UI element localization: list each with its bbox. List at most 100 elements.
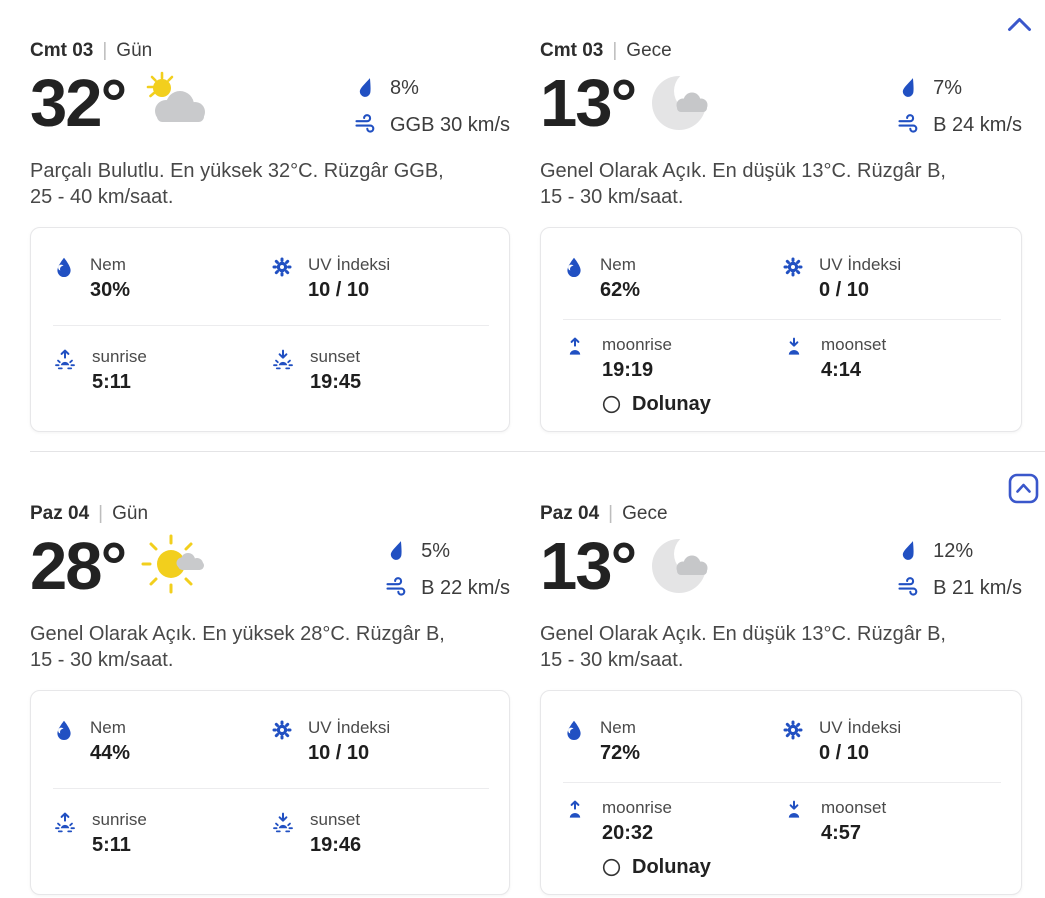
panel-date: Paz 04 bbox=[30, 502, 90, 524]
wind-stat: GGB 30 km/s bbox=[354, 112, 510, 140]
forecast-panel-night: Cmt 03 | Gece 13° bbox=[540, 0, 1022, 432]
sunset-label: sunset bbox=[310, 809, 361, 829]
panel-heading: Cmt 03 | Gün bbox=[30, 40, 510, 63]
moonrise-label: moonrise bbox=[602, 797, 672, 817]
temperature-value: 32° bbox=[30, 65, 127, 141]
precipitation-value: 12% bbox=[933, 540, 974, 563]
moon-phase: Dolunay bbox=[602, 856, 711, 879]
moonrise-value: 19:19 bbox=[602, 359, 654, 382]
uv-value: 0 / 10 bbox=[819, 279, 870, 302]
sunset-value: 19:45 bbox=[310, 371, 362, 394]
section-divider bbox=[30, 450, 1045, 452]
uv-index-icon bbox=[782, 256, 804, 278]
sunrise-cell: sunrise 5:11 bbox=[53, 809, 271, 857]
card-divider bbox=[53, 787, 489, 789]
moonrise-icon bbox=[563, 799, 587, 823]
panel-heading: Paz 04 | Gece bbox=[540, 503, 1022, 526]
forecast-section-paz04: Paz 04 | Gün 28° bbox=[0, 452, 1045, 895]
precipitation-stat: 5% bbox=[385, 538, 510, 566]
wind-icon bbox=[385, 575, 407, 603]
panel-period: Gün bbox=[116, 40, 153, 61]
moonrise-cell: moonrise 20:32 Dolunay bbox=[563, 797, 782, 879]
details-card: Nem 44% UV İndeksi 10 / 10 sunrise 5:11 bbox=[30, 689, 510, 895]
precipitation-icon bbox=[897, 538, 919, 566]
precipitation-stat: 7% bbox=[897, 75, 1022, 103]
wind-icon bbox=[897, 575, 919, 603]
temperature-value: 13° bbox=[540, 65, 637, 141]
sunrise-value: 5:11 bbox=[92, 834, 131, 857]
forecast-summary: Genel Olarak Açık. En düşük 13°C. Rüzgâr… bbox=[540, 622, 946, 671]
panel-period: Gece bbox=[622, 502, 668, 524]
heading-separator: | bbox=[98, 502, 104, 524]
chevron-up-icon bbox=[1007, 18, 1032, 36]
humidity-cell: Nem 62% bbox=[563, 254, 782, 302]
moonrise-icon bbox=[563, 336, 587, 360]
humidity-label: Nem bbox=[90, 254, 126, 274]
card-divider bbox=[563, 781, 1001, 783]
wind-stat: B 21 km/s bbox=[897, 575, 1022, 603]
temperature-value: 13° bbox=[540, 528, 637, 604]
panel-period: Gün bbox=[112, 502, 149, 524]
sunset-label: sunset bbox=[310, 347, 361, 367]
panel-date: Cmt 03 bbox=[540, 40, 604, 61]
sunrise-cell: sunrise 5:11 bbox=[53, 346, 271, 394]
precipitation-value: 5% bbox=[421, 540, 450, 563]
uv-value: 0 / 10 bbox=[819, 741, 870, 764]
night-cloudy-icon bbox=[645, 532, 723, 598]
precipitation-icon bbox=[385, 538, 407, 566]
panel-heading: Cmt 03 | Gece bbox=[540, 40, 1022, 63]
collapse-section-button[interactable] bbox=[1008, 473, 1039, 504]
humidity-value: 30% bbox=[90, 279, 131, 302]
panel-date: Paz 04 bbox=[540, 502, 600, 524]
moon-phase: Dolunay bbox=[602, 393, 711, 416]
humidity-label: Nem bbox=[90, 717, 126, 737]
uv-value: 10 / 10 bbox=[308, 741, 370, 764]
sunset-cell: sunset 19:45 bbox=[271, 346, 489, 394]
moonset-value: 4:14 bbox=[821, 359, 862, 382]
sunrise-icon bbox=[53, 811, 77, 835]
collapse-section-button[interactable] bbox=[1007, 16, 1032, 33]
humidity-icon bbox=[563, 256, 585, 278]
moonrise-label: moonrise bbox=[602, 335, 672, 355]
wind-icon bbox=[897, 112, 919, 140]
humidity-value: 72% bbox=[600, 741, 641, 764]
sunrise-value: 5:11 bbox=[92, 371, 131, 394]
humidity-icon bbox=[53, 719, 75, 741]
details-card: Nem 30% UV İndeksi 10 / 10 sunrise 5:11 bbox=[30, 226, 510, 432]
sunrise-icon bbox=[53, 348, 77, 372]
forecast-panel-night: Paz 04 | Gece 13° bbox=[540, 452, 1022, 895]
uv-cell: UV İndeksi 0 / 10 bbox=[782, 717, 1001, 765]
temperature-value: 28° bbox=[30, 528, 127, 604]
uv-value: 10 / 10 bbox=[308, 279, 370, 302]
night-cloudy-icon bbox=[645, 69, 723, 135]
mostly-sunny-icon bbox=[135, 532, 217, 598]
wind-icon bbox=[354, 112, 376, 140]
wind-stat: B 22 km/s bbox=[385, 575, 510, 603]
forecast-section-cmt03: Cmt 03 | Gün 32° bbox=[30, 0, 1045, 452]
moonset-label: moonset bbox=[821, 797, 887, 817]
moonrise-value: 20:32 bbox=[602, 822, 654, 845]
details-card: Nem 62% UV İndeksi 0 / 10 moonrise 19:19 bbox=[540, 226, 1022, 432]
humidity-icon bbox=[53, 256, 75, 278]
uv-label: UV İndeksi bbox=[819, 254, 902, 274]
moonset-value: 4:57 bbox=[821, 822, 862, 845]
wind-value: GGB 30 km/s bbox=[389, 114, 510, 137]
details-card: Nem 72% UV İndeksi 0 / 10 moonrise 20:32 bbox=[540, 689, 1022, 895]
uv-cell: UV İndeksi 0 / 10 bbox=[782, 254, 1001, 302]
uv-label: UV İndeksi bbox=[308, 254, 391, 274]
precipitation-value: 8% bbox=[389, 77, 419, 100]
full-moon-icon bbox=[602, 858, 621, 877]
partly-cloudy-day-icon bbox=[135, 69, 217, 133]
uv-label: UV İndeksi bbox=[819, 717, 902, 737]
chevron-up-boxed-icon bbox=[1008, 473, 1039, 507]
sunset-icon bbox=[271, 348, 295, 372]
wind-stat: B 24 km/s bbox=[897, 112, 1022, 140]
precipitation-stat: 8% bbox=[354, 75, 510, 103]
uv-cell: UV İndeksi 10 / 10 bbox=[271, 254, 489, 302]
humidity-cell: Nem 30% bbox=[53, 254, 271, 302]
wind-value: B 21 km/s bbox=[933, 577, 1022, 600]
moonset-cell: moonset 4:57 bbox=[782, 797, 1001, 879]
moon-phase-label: Dolunay bbox=[632, 856, 711, 879]
forecast-summary: Genel Olarak Açık. En düşük 13°C. Rüzgâr… bbox=[540, 159, 946, 208]
precipitation-stat: 12% bbox=[897, 538, 1022, 566]
